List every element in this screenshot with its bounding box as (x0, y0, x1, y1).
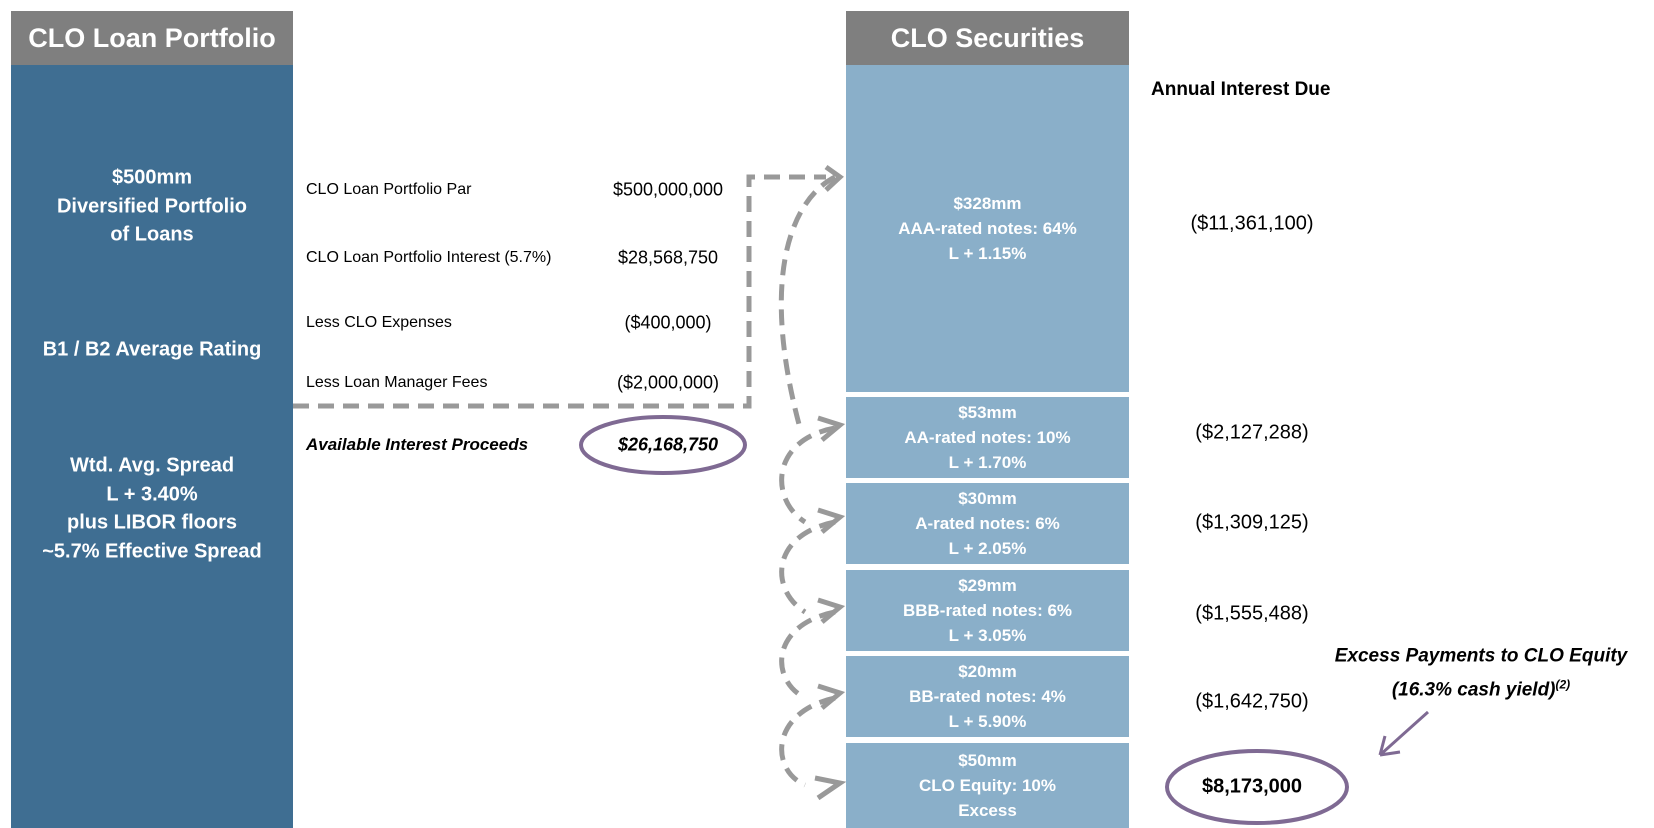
total-value: $26,168,750 (617, 434, 719, 455)
tranche-spread: L + 1.15% (948, 244, 1027, 263)
tranche-name: AA-rated notes: 10% (904, 428, 1071, 447)
portfolio-title: CLO Loan Portfolio (11, 11, 293, 65)
row-value: ($400,000) (624, 312, 712, 333)
portfolio-line: of Loans (110, 223, 194, 246)
flow-curve (779, 519, 836, 615)
tranche-spread: L + 1.70% (948, 453, 1027, 472)
highlight-ellipse (1165, 749, 1349, 825)
tranche-name: BBB-rated notes: 6% (902, 601, 1073, 620)
spread-line: L + 3.40% (106, 483, 198, 506)
spread-line: Wtd. Avg. Spread (69, 454, 235, 477)
tranche-spread: L + 3.05% (948, 626, 1027, 645)
arrow-head (817, 683, 846, 710)
portfolio-panel (11, 65, 293, 828)
arrow-head (824, 164, 844, 192)
interest-value: ($2,127,288) (1195, 421, 1309, 444)
row-value: $28,568,750 (617, 247, 719, 268)
tranche-amount: $30mm (958, 489, 1017, 508)
tranche-spread: L + 2.05% (948, 539, 1027, 558)
total-label: Available Interest Proceeds (306, 435, 529, 454)
flow-curve (779, 695, 836, 788)
tranche-amount: $328mm (953, 194, 1022, 213)
tranche: $30mm A-rated notes: 6% L + 2.05% (846, 483, 1129, 564)
interest-value: ($1,555,488) (1195, 602, 1309, 625)
interest-value: $8,173,000 (1201, 775, 1303, 798)
portfolio-rating: B1 / B2 Average Rating (42, 338, 262, 361)
securities-title: CLO Securities (846, 11, 1129, 65)
tranche-amount: $20mm (958, 662, 1017, 681)
arrow-head (817, 415, 846, 442)
footnote: (2) (1555, 677, 1571, 692)
tranche-name: BB-rated notes: 4% (909, 687, 1066, 706)
highlight-ellipse (579, 415, 747, 475)
flow-curve (779, 609, 836, 701)
tranche: $328mm AAA-rated notes: 64% L + 1.15% (846, 65, 1129, 392)
interest-value: ($11,361,100) (1190, 212, 1314, 235)
tranche-amount: $50mm (958, 751, 1017, 770)
interest-header: Annual Interest Due (1151, 79, 1331, 100)
row-label: Less CLO Expenses (306, 314, 452, 331)
flow-curve (779, 425, 836, 525)
note-line: (16.3% cash yield)(2) (1335, 670, 1628, 704)
spread-line: plus LIBOR floors (67, 511, 237, 534)
interest-value: ($1,642,750) (1195, 690, 1309, 713)
row-label: Less Loan Manager Fees (306, 374, 488, 391)
tranche-amount: $53mm (958, 403, 1017, 422)
tranche: $29mm BBB-rated notes: 6% L + 3.05% (846, 570, 1129, 651)
interest-value: ($1,309,125) (1195, 511, 1309, 534)
tranche-amount: $29mm (958, 576, 1017, 595)
row-label: CLO Loan Portfolio Par (306, 181, 472, 198)
row-value: $500,000,000 (612, 179, 724, 200)
tranche-spread: Excess (958, 801, 1017, 820)
tranche: $20mm BB-rated notes: 4% L + 5.90% (846, 656, 1129, 737)
note-text: (16.3% cash yield) (1391, 679, 1556, 701)
note-arrow (1378, 710, 1430, 757)
portfolio-line: $500mm (111, 166, 193, 189)
tranche: $53mm AA-rated notes: 10% L + 1.70% (846, 397, 1129, 478)
arrow-head (817, 597, 846, 624)
row-value: ($2,000,000) (616, 372, 720, 393)
tranche: $50mm CLO Equity: 10% Excess (846, 743, 1129, 828)
excess-note: Excess Payments to CLO Equity (16.3% cas… (1335, 641, 1628, 704)
tranche-name: A-rated notes: 6% (915, 514, 1060, 533)
arrow-head (817, 507, 846, 534)
tranche-spread: L + 5.90% (948, 712, 1027, 731)
flow-curve (778, 174, 837, 429)
tranche-name: CLO Equity: 10% (919, 776, 1056, 795)
flow-line (293, 174, 826, 409)
arrow-head (814, 775, 847, 801)
row-label: CLO Loan Portfolio Interest (5.7%) (306, 249, 552, 266)
tranche-name: AAA-rated notes: 64% (898, 219, 1077, 238)
note-line: Excess Payments to CLO Equity (1334, 645, 1628, 667)
spread-line: ~5.7% Effective Spread (42, 540, 262, 563)
portfolio-line: Diversified Portfolio (56, 195, 248, 218)
